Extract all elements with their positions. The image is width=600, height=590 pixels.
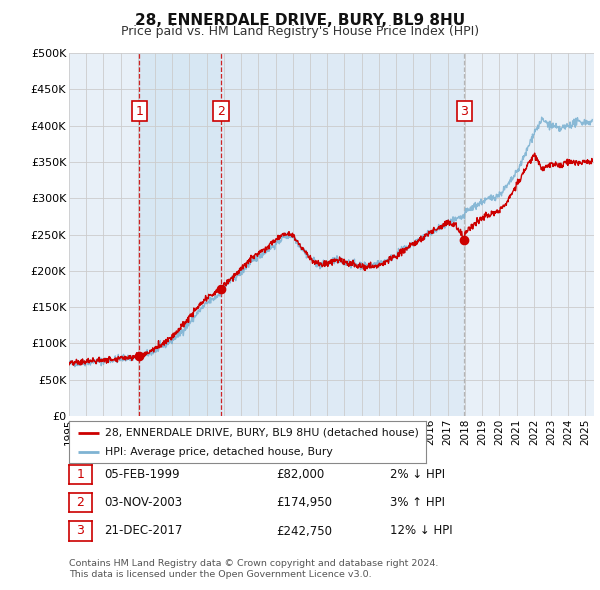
Text: 3: 3 bbox=[76, 525, 85, 537]
Text: 2: 2 bbox=[217, 104, 225, 117]
Text: £82,000: £82,000 bbox=[276, 468, 324, 481]
Text: HPI: Average price, detached house, Bury: HPI: Average price, detached house, Bury bbox=[105, 447, 332, 457]
Bar bbox=[139, 53, 221, 416]
Text: Price paid vs. HM Land Registry's House Price Index (HPI): Price paid vs. HM Land Registry's House … bbox=[121, 25, 479, 38]
Text: 2% ↓ HPI: 2% ↓ HPI bbox=[390, 468, 445, 481]
Bar bbox=[221, 53, 464, 416]
Text: 3: 3 bbox=[460, 104, 469, 117]
Text: 1: 1 bbox=[76, 468, 85, 481]
Text: 03-NOV-2003: 03-NOV-2003 bbox=[104, 496, 182, 509]
Text: 28, ENNERDALE DRIVE, BURY, BL9 8HU (detached house): 28, ENNERDALE DRIVE, BURY, BL9 8HU (deta… bbox=[105, 428, 419, 438]
Text: 12% ↓ HPI: 12% ↓ HPI bbox=[390, 525, 452, 537]
Text: 1: 1 bbox=[136, 104, 143, 117]
Text: £174,950: £174,950 bbox=[276, 496, 332, 509]
Text: 2: 2 bbox=[76, 496, 85, 509]
Text: 21-DEC-2017: 21-DEC-2017 bbox=[104, 525, 182, 537]
Text: 05-FEB-1999: 05-FEB-1999 bbox=[104, 468, 179, 481]
Text: Contains HM Land Registry data © Crown copyright and database right 2024.
This d: Contains HM Land Registry data © Crown c… bbox=[69, 559, 439, 579]
Text: £242,750: £242,750 bbox=[276, 525, 332, 537]
Text: 28, ENNERDALE DRIVE, BURY, BL9 8HU: 28, ENNERDALE DRIVE, BURY, BL9 8HU bbox=[135, 13, 465, 28]
Text: 3% ↑ HPI: 3% ↑ HPI bbox=[390, 496, 445, 509]
